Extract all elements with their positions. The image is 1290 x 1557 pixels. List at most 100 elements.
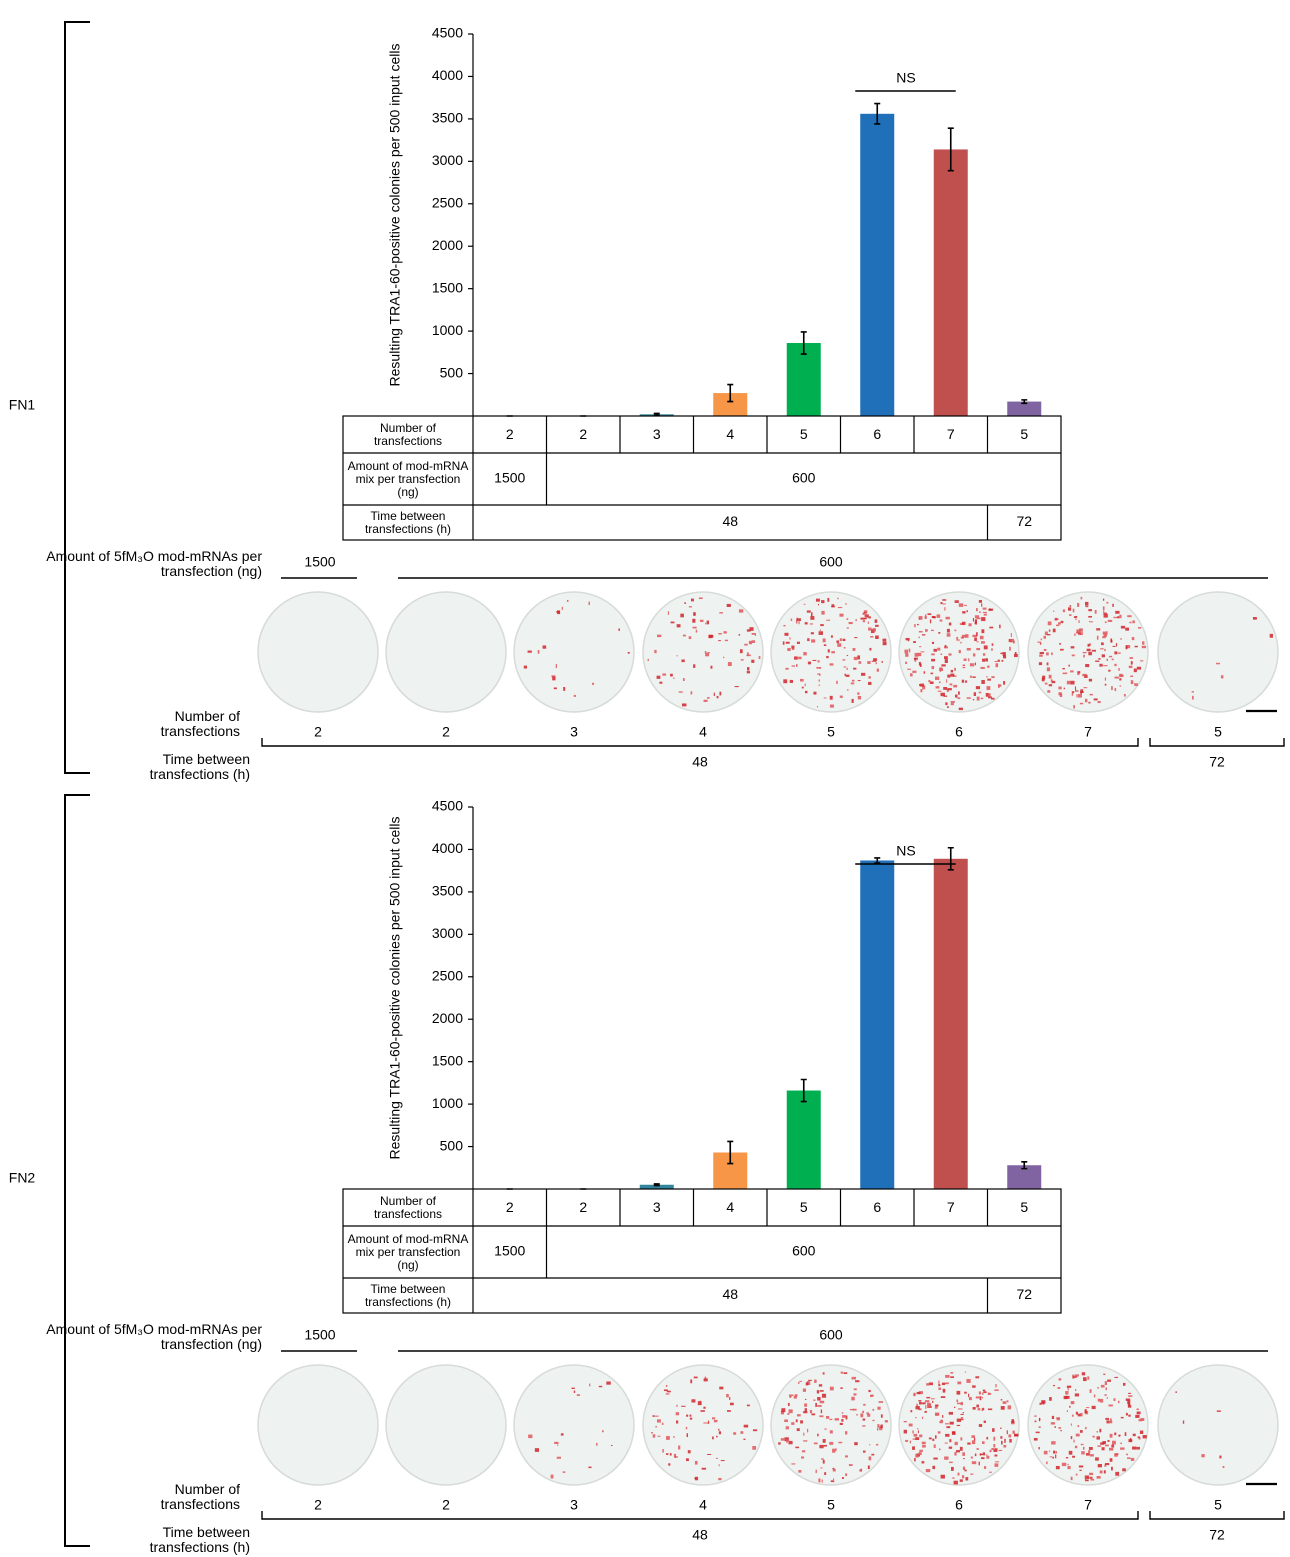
colony-speckle [1012,1419,1014,1423]
colony-speckle [728,662,732,666]
colony-speckle [1113,646,1116,647]
colony-speckle [847,689,848,690]
colony-speckle [1134,669,1137,673]
colony-speckle [556,664,557,668]
colony-speckle [978,1408,981,1410]
colony-speckle [973,699,974,700]
colony-speckle [854,657,858,660]
colony-speckle [794,1396,797,1399]
colony-speckle [708,1421,709,1424]
colony-speckle [991,1448,994,1450]
colony-speckle [947,633,951,636]
colony-speckle [675,1456,678,1457]
colony-speckle [1088,1450,1090,1453]
colony-speckle [972,1461,976,1464]
colony-speckle [1058,1387,1061,1389]
figure: FN150010001500200025003000350040004500Re… [0,0,1290,1557]
colony-speckle [1085,1427,1087,1429]
colony-speckle [1121,626,1125,629]
plate [514,1365,634,1485]
colony-speckle [964,1470,966,1472]
colony-speckle [1192,691,1194,692]
colony-speckle [872,1409,874,1411]
table-row-label-box: Time between transfections (h) [345,1279,471,1312]
colony-speckle [1007,1400,1009,1402]
colony-speckle [954,668,955,671]
colony-speckle [842,1415,846,1418]
colony-speckle [949,1447,952,1449]
colony-speckle [1075,686,1076,690]
colony-speckle [917,1392,921,1394]
colony-speckle [926,1397,930,1398]
colony-speckle [942,1415,943,1418]
table-row-label-box: Amount of mod-mRNA mix per transfection … [345,454,471,504]
colony-speckle [662,1449,663,1453]
colony-speckle [951,703,954,705]
colony-speckle [1080,703,1083,704]
colony-speckle [956,1400,958,1403]
table-cell: 48 [722,1286,738,1302]
colony-speckle [922,1402,925,1404]
colony-speckle [1097,1431,1098,1432]
colony-speckle [1079,1470,1081,1471]
colony-speckle [944,656,948,659]
y-axis-title: Resulting TRA1-60-positive colonies per … [387,44,403,387]
plate-number: 4 [699,724,707,740]
colony-speckle [1120,1447,1124,1449]
colony-speckle [792,665,795,666]
colony-speckle [1112,1441,1116,1445]
colony-speckle [791,646,794,649]
colony-speckle [937,648,940,651]
colony-speckle [828,649,830,652]
table-row-label: Time between transfections (h) [345,1279,471,1312]
colony-speckle [1071,1436,1073,1439]
colony-speckle [829,1442,833,1445]
colony-speckle [718,640,721,641]
colony-speckle [704,1378,708,1381]
colony-speckle [842,1477,844,1479]
colony-speckle [538,650,540,654]
colony-speckle [689,606,692,607]
colony-speckle [1013,1431,1015,1434]
colony-speckle [1088,616,1092,618]
colony-speckle [938,1380,939,1384]
plate-number: 7 [1084,724,1092,740]
colony-speckle [599,1386,602,1387]
colony-speckle [606,1382,610,1385]
colony-speckle [922,1442,926,1445]
colony-speckle [869,1456,872,1460]
plate-number-label: Number of transfections [120,708,240,740]
colony-speckle [831,651,835,653]
colony-speckle [1040,652,1044,654]
colony-speckle [658,1436,661,1437]
colony-speckle [1076,629,1080,633]
colony-speckle [846,675,850,677]
colony-speckle [1140,1431,1143,1434]
colony-speckle [1049,675,1052,679]
colony-speckle [817,1434,818,1437]
colony-speckle [791,1422,794,1425]
colony-speckle [804,1403,807,1406]
plate-time: 48 [692,754,708,770]
colony-speckle [928,613,932,615]
colony-speckle [786,642,790,644]
colony-speckle [1107,1397,1108,1398]
colony-speckle [945,1375,949,1378]
colony-speckle [1129,666,1133,668]
colony-speckle [1115,688,1117,691]
colony-speckle [1081,597,1083,599]
colony-speckle [657,1419,661,1422]
colony-speckle [716,1436,718,1438]
plate-time-label: Time between transfections (h) [110,749,250,785]
colony-speckle [747,667,749,670]
colony-speckle [676,1412,679,1415]
colony-speckle [1083,652,1087,653]
colony-speckle [1009,647,1011,651]
colony-speckle [954,1407,955,1408]
colony-speckle [1075,1374,1079,1376]
colony-speckle [862,1411,864,1413]
colony-speckle [1075,618,1076,620]
y-tick-label: 3500 [432,110,463,126]
colony-speckle [944,607,945,610]
colony-speckle [1038,1447,1039,1449]
